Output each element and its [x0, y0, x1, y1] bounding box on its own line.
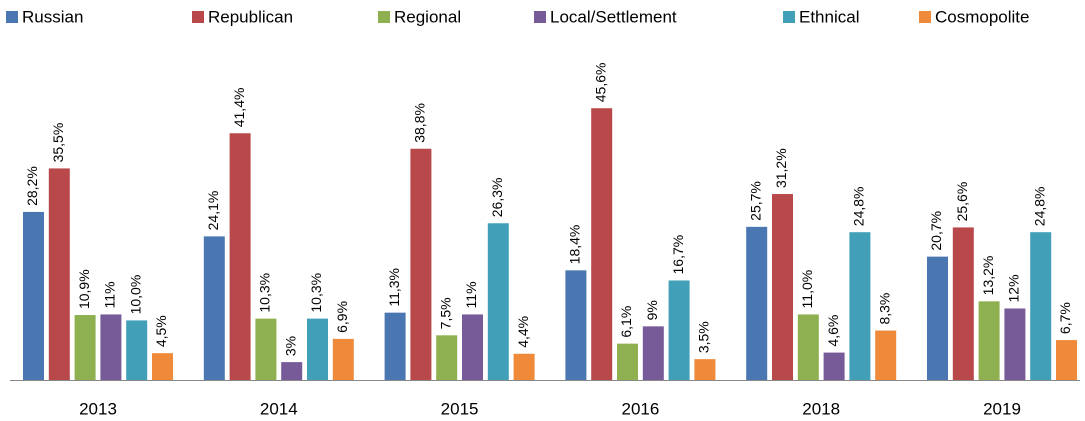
bar [307, 318, 328, 380]
bar [487, 223, 509, 380]
legend-swatch [534, 11, 546, 23]
data-label: 16,7% [670, 235, 686, 275]
bar [694, 359, 716, 380]
data-label: 45,6% [592, 63, 608, 103]
bar [410, 148, 432, 380]
x-tick-label: 2018 [802, 399, 840, 418]
data-label: 11% [102, 281, 118, 308]
x-tick-label: 2013 [79, 399, 117, 418]
data-label: 10,9% [76, 269, 92, 309]
legend-swatch [919, 11, 931, 23]
data-label: 6,1% [618, 306, 634, 338]
bar [849, 232, 871, 380]
data-label: 24,8% [851, 186, 867, 226]
data-label: 10,3% [308, 273, 324, 313]
legend-swatch [783, 11, 795, 23]
bar [229, 133, 251, 380]
data-label: 7,5% [437, 297, 453, 329]
data-label: 10,0% [127, 275, 143, 315]
bar [617, 343, 638, 380]
data-label: 13,2% [980, 256, 996, 296]
bar [823, 352, 845, 380]
data-label: 26,3% [489, 178, 505, 218]
legend-label: Republican [208, 7, 293, 26]
data-label: 11,3% [386, 268, 402, 307]
bar [462, 314, 483, 380]
bar [772, 194, 793, 380]
data-label: 6,7% [1057, 302, 1073, 334]
data-label: 31,2% [773, 148, 789, 188]
bar [1030, 232, 1052, 380]
bar [952, 227, 974, 380]
data-label: 35,5% [50, 123, 66, 163]
data-label: 4,6% [825, 315, 841, 347]
bar [74, 315, 96, 380]
data-label: 4,5% [153, 315, 169, 347]
data-label: 12% [1006, 274, 1022, 302]
bar [1004, 308, 1026, 380]
bar [100, 314, 122, 380]
bar [927, 256, 948, 380]
legend-label: Ethnical [799, 7, 859, 26]
legend-swatch [192, 11, 204, 23]
data-label: 38,8% [412, 103, 428, 143]
data-label: 24,1% [205, 191, 221, 231]
data-label: 11,0% [799, 270, 815, 309]
bar [436, 335, 458, 380]
data-label: 6,9% [334, 301, 350, 333]
bar [332, 338, 354, 380]
data-label: 41,4% [231, 88, 247, 128]
x-tick-label: 2019 [983, 399, 1021, 418]
data-label: 25,6% [954, 182, 970, 222]
bar [23, 211, 44, 380]
data-label: 18,4% [567, 225, 583, 265]
bar [797, 314, 819, 380]
data-label: 25,7% [747, 181, 763, 221]
legend-label: Regional [394, 7, 461, 26]
bar [591, 108, 613, 380]
bar [875, 330, 897, 380]
data-label: 4,4% [515, 316, 531, 348]
legend-swatch [6, 11, 18, 23]
data-label: 8,3% [876, 293, 892, 325]
bar [978, 301, 1000, 380]
x-tick-label: 2015 [441, 399, 479, 418]
legend-swatch [378, 11, 390, 23]
data-label: 20,7% [928, 211, 944, 251]
bar [746, 226, 768, 380]
bar [1056, 340, 1077, 380]
bar [281, 362, 303, 380]
bar [384, 312, 406, 380]
bar [152, 353, 173, 380]
bar [565, 270, 587, 380]
legend-label: Russian [22, 7, 83, 26]
x-tick-label: 2014 [260, 399, 298, 418]
bar [642, 326, 664, 380]
legend-label: Cosmopolite [935, 7, 1030, 26]
data-label: 10,3% [257, 273, 273, 313]
legend-label: Local/Settlement [550, 7, 677, 26]
data-label: 28,2% [24, 166, 40, 206]
data-label: 11% [463, 281, 479, 308]
x-tick-label: 2016 [621, 399, 659, 418]
data-label: 24,8% [1031, 186, 1047, 226]
bar [513, 353, 535, 380]
data-label: 3% [282, 336, 298, 356]
bar [203, 236, 225, 380]
bar [126, 320, 148, 380]
bar [668, 280, 690, 380]
data-label: 3,5% [696, 321, 712, 353]
data-label: 9% [644, 300, 660, 320]
bar [255, 318, 277, 380]
bar [48, 168, 70, 380]
